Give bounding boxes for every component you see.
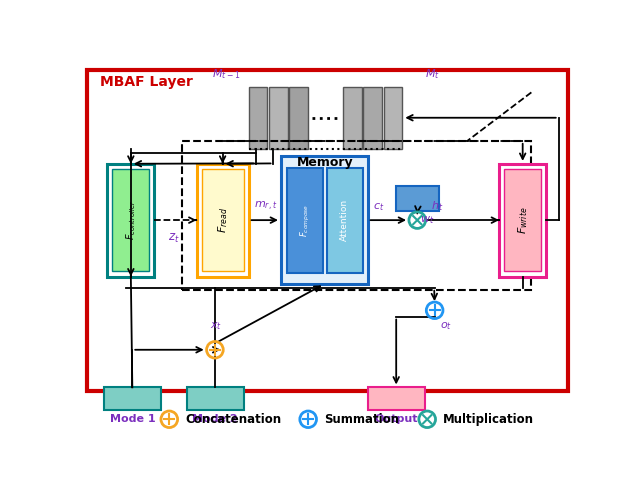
- FancyBboxPatch shape: [187, 387, 244, 410]
- FancyBboxPatch shape: [364, 87, 382, 149]
- Text: Summation: Summation: [324, 413, 399, 426]
- Text: $h_t$: $h_t$: [431, 200, 443, 213]
- FancyBboxPatch shape: [281, 156, 368, 284]
- FancyBboxPatch shape: [367, 387, 425, 410]
- Text: $F_{controller}$: $F_{controller}$: [124, 200, 138, 241]
- FancyBboxPatch shape: [196, 164, 248, 277]
- FancyBboxPatch shape: [108, 164, 154, 277]
- Text: $m_{r,t}$: $m_{r,t}$: [253, 200, 277, 213]
- Text: Multiplication: Multiplication: [443, 413, 534, 426]
- Text: Mode 2: Mode 2: [193, 414, 238, 425]
- Text: Output: Output: [374, 414, 418, 425]
- FancyBboxPatch shape: [504, 169, 541, 271]
- FancyBboxPatch shape: [104, 387, 161, 410]
- FancyBboxPatch shape: [269, 87, 287, 149]
- Text: $o_t$: $o_t$: [440, 321, 452, 332]
- Text: $c_t$: $c_t$: [372, 202, 384, 213]
- Text: $F_{compose}$: $F_{compose}$: [299, 203, 312, 237]
- Text: $M_t$: $M_t$: [425, 67, 440, 81]
- Text: Memory: Memory: [297, 156, 354, 168]
- Text: $x_t$: $x_t$: [210, 321, 222, 332]
- FancyBboxPatch shape: [202, 169, 244, 271]
- FancyBboxPatch shape: [343, 87, 362, 149]
- Text: Mode 1: Mode 1: [109, 414, 155, 425]
- FancyBboxPatch shape: [396, 186, 438, 211]
- FancyBboxPatch shape: [383, 87, 403, 149]
- FancyBboxPatch shape: [499, 164, 547, 277]
- Text: Attention: Attention: [340, 199, 349, 241]
- FancyBboxPatch shape: [112, 169, 150, 271]
- Text: $F_{write}$: $F_{write}$: [516, 206, 529, 234]
- Text: $F_{read}$: $F_{read}$: [216, 207, 230, 233]
- FancyBboxPatch shape: [249, 87, 268, 149]
- Text: $M_{t-1}$: $M_{t-1}$: [212, 67, 241, 81]
- Text: $z_t$: $z_t$: [168, 231, 180, 244]
- FancyBboxPatch shape: [327, 167, 363, 273]
- Text: $w_t$: $w_t$: [420, 215, 435, 226]
- FancyBboxPatch shape: [88, 70, 568, 391]
- Text: MBAF Layer: MBAF Layer: [100, 76, 193, 89]
- FancyBboxPatch shape: [287, 167, 323, 273]
- Text: Concatenation: Concatenation: [185, 413, 281, 426]
- FancyBboxPatch shape: [289, 87, 308, 149]
